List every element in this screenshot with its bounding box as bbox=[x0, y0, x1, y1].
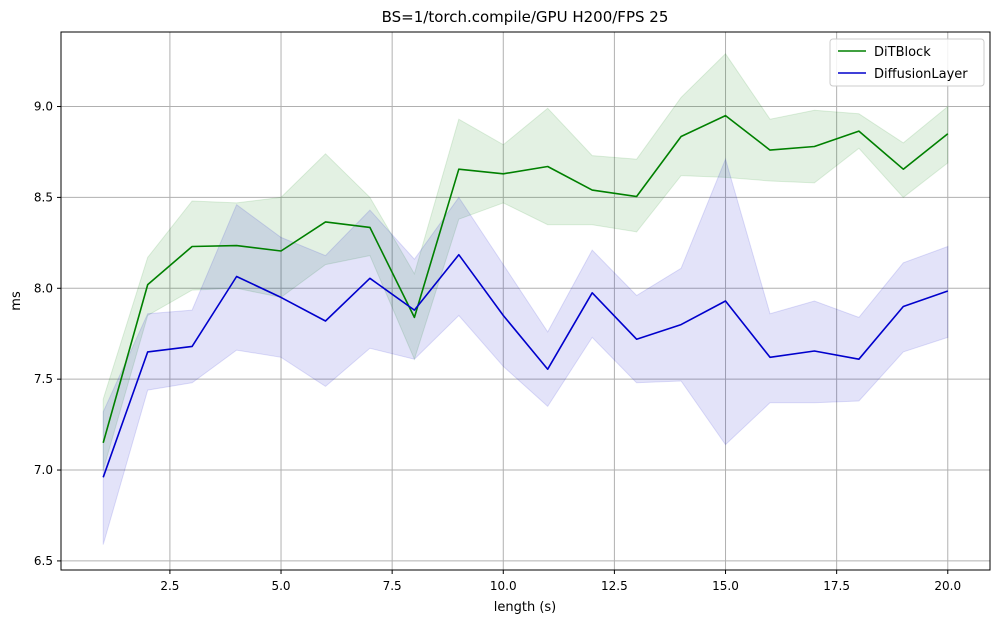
x-tick-label: 10.0 bbox=[490, 579, 517, 593]
diffusionlayer-line bbox=[102, 253, 949, 478]
legend: DiTBlock DiffusionLayer bbox=[829, 38, 985, 87]
plot-frame bbox=[60, 31, 991, 571]
x-tick-label: 20.0 bbox=[934, 579, 961, 593]
y-tick-label: 9.0 bbox=[34, 100, 53, 114]
x-tick-label: 2.5 bbox=[160, 579, 179, 593]
x-tick-label: 12.5 bbox=[601, 579, 628, 593]
y-axis-label: ms bbox=[9, 291, 24, 311]
y-tick-label: 7.5 bbox=[34, 372, 53, 386]
y-tick-label: 8.0 bbox=[34, 281, 53, 295]
ditblock-band bbox=[102, 53, 949, 471]
confidence-bands bbox=[102, 53, 949, 545]
y-tick-label: 6.5 bbox=[34, 554, 53, 568]
y-tick-label: 7.0 bbox=[34, 463, 53, 477]
diffusionlayer-band bbox=[102, 157, 949, 545]
ditblock-line bbox=[102, 114, 949, 444]
legend-label-ditblock: DiTBlock bbox=[874, 45, 931, 60]
chart-title: BS=1/torch.compile/GPU H200/FPS 25 bbox=[382, 8, 669, 26]
x-tick-label: 5.0 bbox=[271, 579, 290, 593]
y-tick-label: 8.5 bbox=[34, 190, 53, 204]
y-axis-ticks: 6.5 7.0 7.5 8.0 8.5 9.0 bbox=[34, 100, 61, 568]
x-tick-label: 17.5 bbox=[823, 579, 850, 593]
x-axis-label: length (s) bbox=[494, 600, 557, 615]
x-tick-label: 15.0 bbox=[712, 579, 739, 593]
x-axis-ticks: 2.5 5.0 7.5 10.0 12.5 15.0 17.5 20.0 bbox=[160, 570, 961, 593]
series-lines bbox=[102, 114, 949, 478]
legend-box bbox=[829, 38, 985, 87]
x-tick-label: 7.5 bbox=[383, 579, 402, 593]
legend-label-diffusionlayer: DiffusionLayer bbox=[874, 67, 968, 82]
